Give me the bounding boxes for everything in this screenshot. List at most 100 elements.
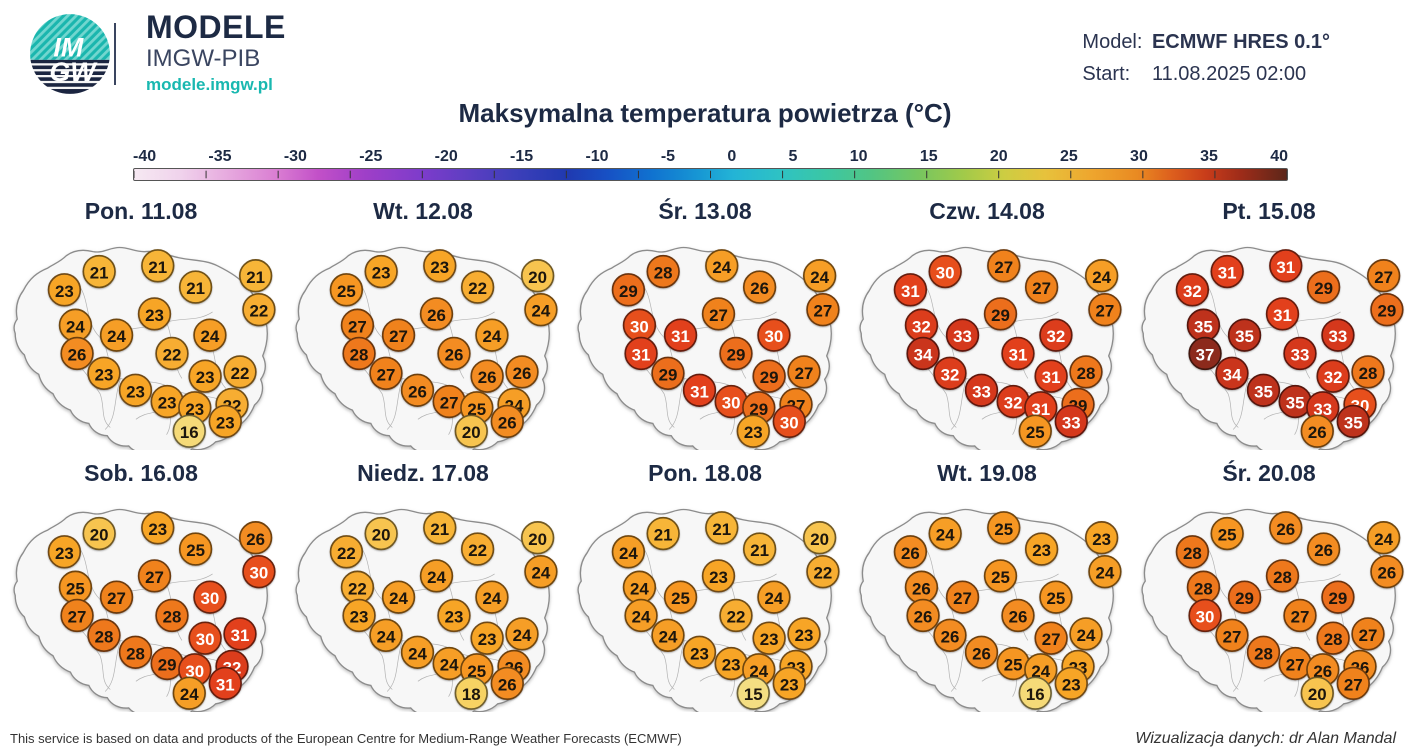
svg-text:26: 26 bbox=[1009, 607, 1028, 626]
svg-text:32: 32 bbox=[941, 365, 960, 384]
svg-text:23: 23 bbox=[95, 365, 114, 384]
svg-text:24: 24 bbox=[1374, 530, 1393, 549]
svg-text:28: 28 bbox=[95, 627, 114, 646]
svg-text:24: 24 bbox=[632, 607, 651, 626]
svg-text:22: 22 bbox=[468, 541, 487, 560]
svg-text:23: 23 bbox=[690, 644, 709, 663]
svg-text:23: 23 bbox=[126, 382, 145, 401]
svg-text:26: 26 bbox=[972, 644, 991, 663]
svg-text:16: 16 bbox=[180, 423, 199, 442]
svg-text:26: 26 bbox=[498, 413, 517, 432]
svg-text:25: 25 bbox=[1218, 526, 1237, 545]
svg-text:24: 24 bbox=[66, 317, 85, 336]
svg-text:35: 35 bbox=[1286, 394, 1305, 413]
svg-text:28: 28 bbox=[1194, 579, 1213, 598]
svg-text:21: 21 bbox=[750, 541, 769, 560]
svg-text:23: 23 bbox=[1062, 675, 1081, 694]
svg-text:25: 25 bbox=[1047, 589, 1066, 608]
svg-text:30: 30 bbox=[201, 589, 220, 608]
svg-text:26: 26 bbox=[750, 279, 769, 298]
svg-text:26: 26 bbox=[941, 627, 960, 646]
svg-text:22: 22 bbox=[468, 279, 487, 298]
svg-text:33: 33 bbox=[1062, 413, 1081, 432]
svg-text:23: 23 bbox=[196, 368, 215, 387]
svg-text:28: 28 bbox=[350, 345, 369, 364]
svg-text:26: 26 bbox=[912, 579, 931, 598]
svg-text:27: 27 bbox=[440, 394, 459, 413]
svg-text:28: 28 bbox=[1077, 364, 1096, 383]
svg-text:27: 27 bbox=[1344, 675, 1363, 694]
svg-text:26: 26 bbox=[513, 364, 532, 383]
svg-text:22: 22 bbox=[348, 579, 367, 598]
svg-text:21: 21 bbox=[712, 520, 731, 539]
svg-text:23: 23 bbox=[760, 630, 779, 649]
svg-text:29: 29 bbox=[1235, 589, 1254, 608]
svg-text:29: 29 bbox=[619, 282, 638, 301]
svg-text:24: 24 bbox=[389, 589, 408, 608]
svg-text:21: 21 bbox=[90, 264, 109, 283]
svg-text:25: 25 bbox=[337, 282, 356, 301]
svg-text:31: 31 bbox=[1218, 264, 1237, 283]
svg-text:23: 23 bbox=[795, 626, 814, 645]
svg-text:24: 24 bbox=[1092, 268, 1111, 287]
svg-text:31: 31 bbox=[216, 675, 235, 694]
svg-text:24: 24 bbox=[483, 327, 502, 346]
svg-text:23: 23 bbox=[1032, 541, 1051, 560]
svg-text:24: 24 bbox=[427, 568, 446, 587]
svg-text:20: 20 bbox=[810, 530, 829, 549]
svg-text:30: 30 bbox=[765, 327, 784, 346]
svg-text:27: 27 bbox=[1374, 268, 1393, 287]
svg-text:24: 24 bbox=[532, 564, 551, 583]
svg-text:29: 29 bbox=[1314, 279, 1333, 298]
svg-text:24: 24 bbox=[513, 626, 532, 645]
svg-text:29: 29 bbox=[1329, 589, 1348, 608]
svg-text:27: 27 bbox=[795, 364, 814, 383]
svg-text:25: 25 bbox=[994, 520, 1013, 539]
svg-text:31: 31 bbox=[1276, 258, 1295, 277]
svg-text:30: 30 bbox=[630, 317, 649, 336]
svg-text:26: 26 bbox=[246, 530, 265, 549]
svg-text:23: 23 bbox=[55, 282, 74, 301]
svg-text:31: 31 bbox=[1042, 368, 1061, 387]
svg-text:25: 25 bbox=[186, 541, 205, 560]
svg-text:28: 28 bbox=[126, 644, 145, 663]
svg-text:27: 27 bbox=[389, 327, 408, 346]
svg-text:29: 29 bbox=[659, 365, 678, 384]
svg-text:23: 23 bbox=[478, 630, 497, 649]
svg-text:35: 35 bbox=[1194, 317, 1213, 336]
svg-text:18: 18 bbox=[462, 685, 481, 704]
svg-text:27: 27 bbox=[1291, 607, 1310, 626]
svg-text:24: 24 bbox=[936, 526, 955, 545]
svg-text:32: 32 bbox=[1324, 368, 1343, 387]
svg-text:23: 23 bbox=[158, 394, 177, 413]
svg-text:27: 27 bbox=[1042, 630, 1061, 649]
svg-text:GW: GW bbox=[49, 57, 98, 87]
svg-text:24: 24 bbox=[659, 627, 678, 646]
svg-text:23: 23 bbox=[744, 423, 763, 442]
svg-text:31: 31 bbox=[1273, 306, 1292, 325]
svg-text:23: 23 bbox=[350, 607, 369, 626]
svg-text:24: 24 bbox=[810, 268, 829, 287]
svg-text:31: 31 bbox=[690, 382, 709, 401]
svg-text:27: 27 bbox=[377, 365, 396, 384]
svg-text:32: 32 bbox=[1004, 394, 1023, 413]
svg-text:28: 28 bbox=[163, 607, 182, 626]
svg-text:29: 29 bbox=[760, 368, 779, 387]
svg-text:32: 32 bbox=[1047, 327, 1066, 346]
svg-text:21: 21 bbox=[654, 526, 673, 545]
svg-text:27: 27 bbox=[107, 589, 126, 608]
svg-text:30: 30 bbox=[936, 264, 955, 283]
svg-text:25: 25 bbox=[991, 568, 1010, 587]
svg-text:22: 22 bbox=[231, 364, 250, 383]
svg-text:21: 21 bbox=[430, 520, 449, 539]
svg-text:35: 35 bbox=[1254, 382, 1273, 401]
svg-text:23: 23 bbox=[148, 520, 167, 539]
svg-text:23: 23 bbox=[709, 568, 728, 587]
svg-text:24: 24 bbox=[440, 656, 459, 675]
svg-text:27: 27 bbox=[68, 607, 87, 626]
svg-text:27: 27 bbox=[1032, 279, 1051, 298]
svg-text:27: 27 bbox=[1359, 626, 1378, 645]
svg-text:29: 29 bbox=[158, 656, 177, 675]
svg-text:20: 20 bbox=[528, 268, 547, 287]
svg-text:28: 28 bbox=[654, 264, 673, 283]
